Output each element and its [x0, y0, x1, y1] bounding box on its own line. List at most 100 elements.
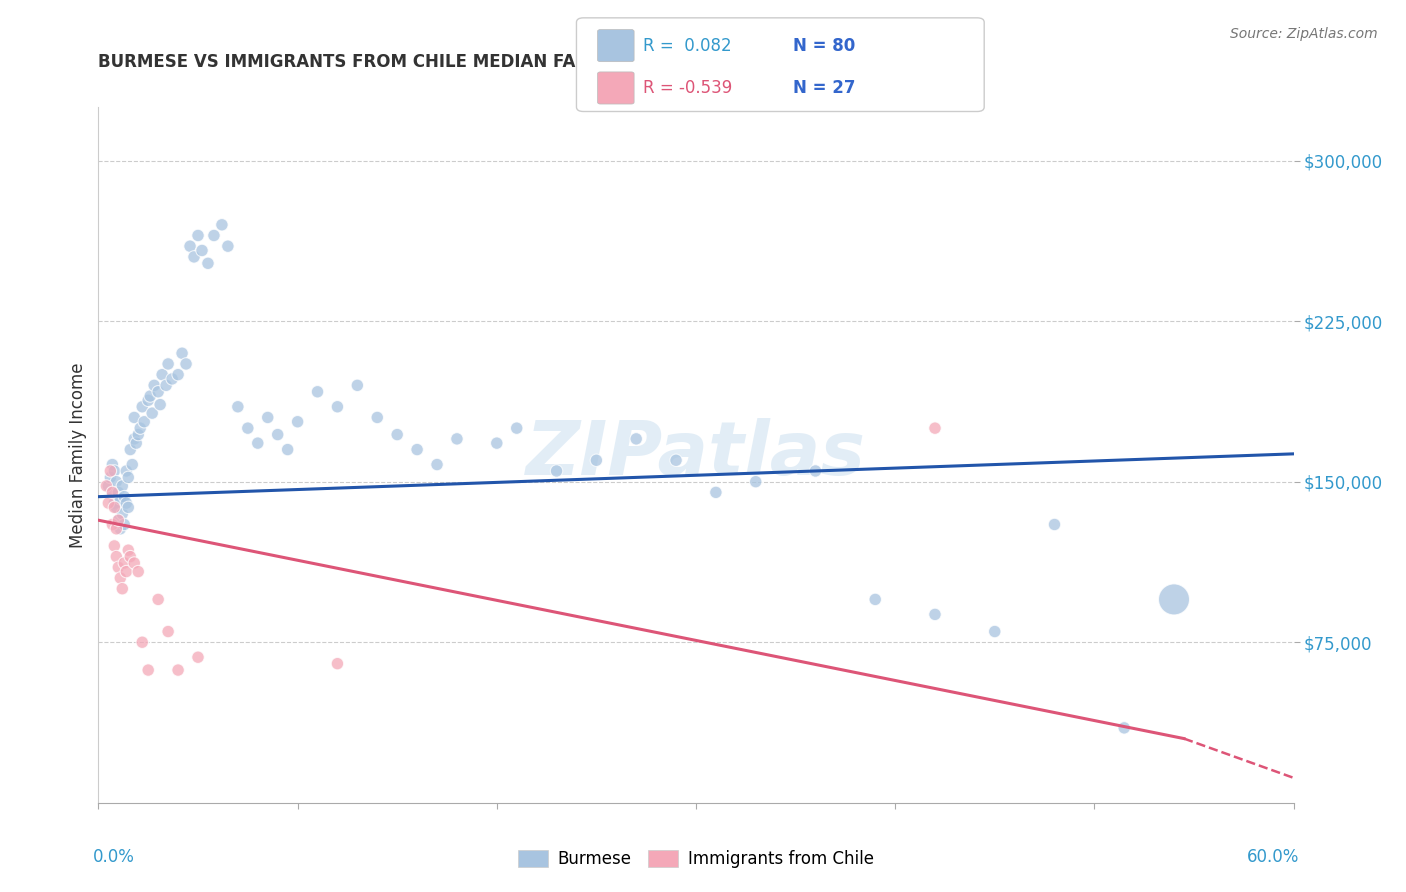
Point [101, 485, 124, 500]
Text: 60.0%: 60.0% [1247, 848, 1299, 866]
Point [1043, 517, 1066, 532]
Point [211, 218, 233, 232]
Point [406, 442, 429, 457]
Point [326, 657, 349, 671]
Point [120, 549, 142, 564]
Point [141, 406, 163, 420]
Point [346, 378, 368, 392]
Point [107, 560, 129, 574]
Point [117, 470, 139, 484]
Point [143, 378, 166, 392]
Point [101, 458, 124, 472]
Point [101, 517, 124, 532]
Point [924, 421, 946, 435]
Point [217, 239, 239, 253]
Y-axis label: Median Family Income: Median Family Income [69, 362, 87, 548]
Point [103, 496, 125, 510]
Point [98, 470, 122, 484]
Point [745, 475, 768, 489]
Point [226, 400, 249, 414]
Point [624, 432, 647, 446]
Point [172, 346, 194, 360]
Point [136, 663, 159, 677]
Point [120, 442, 142, 457]
Point [256, 410, 278, 425]
Point [115, 464, 138, 478]
Point [103, 539, 125, 553]
Point [103, 500, 125, 515]
Point [167, 368, 190, 382]
Point [127, 427, 149, 442]
Point [101, 485, 124, 500]
Point [117, 500, 139, 515]
Text: R =  0.082: R = 0.082 [643, 37, 731, 54]
Point [187, 650, 209, 665]
Point [157, 624, 180, 639]
Point [139, 389, 162, 403]
Point [127, 565, 149, 579]
Text: N = 27: N = 27 [793, 79, 855, 97]
Point [129, 421, 152, 435]
Point [124, 410, 146, 425]
Point [155, 378, 177, 392]
Point [131, 400, 153, 414]
Point [267, 427, 290, 442]
Point [704, 485, 727, 500]
Point [149, 398, 172, 412]
Point [585, 453, 607, 467]
Point [131, 635, 153, 649]
Point [385, 427, 409, 442]
Point [112, 517, 135, 532]
Point [983, 624, 1005, 639]
Point [197, 256, 219, 270]
Point [277, 442, 299, 457]
Point [97, 479, 120, 493]
Point [804, 464, 827, 478]
Point [1114, 721, 1136, 735]
Point [111, 507, 134, 521]
Point [366, 410, 388, 425]
Point [506, 421, 529, 435]
Point [134, 415, 156, 429]
Point [105, 522, 128, 536]
Point [183, 250, 205, 264]
Point [167, 663, 190, 677]
Point [202, 228, 225, 243]
Point [112, 490, 135, 504]
Point [326, 400, 349, 414]
Point [1163, 592, 1185, 607]
Point [287, 415, 309, 429]
Point [111, 479, 134, 493]
Point [148, 592, 170, 607]
Point [150, 368, 173, 382]
Point [110, 571, 132, 585]
Point [485, 436, 508, 450]
Text: 0.0%: 0.0% [93, 848, 135, 866]
Text: BURMESE VS IMMIGRANTS FROM CHILE MEDIAN FAMILY INCOME CORRELATION CHART: BURMESE VS IMMIGRANTS FROM CHILE MEDIAN … [98, 54, 904, 71]
Point [105, 500, 128, 515]
Point [179, 239, 201, 253]
Point [148, 384, 170, 399]
Text: R = -0.539: R = -0.539 [643, 79, 731, 97]
Point [115, 496, 138, 510]
Point [665, 453, 688, 467]
Point [107, 513, 129, 527]
Text: ZIPatlas: ZIPatlas [526, 418, 866, 491]
Point [174, 357, 197, 371]
Point [125, 436, 148, 450]
Point [105, 549, 128, 564]
Point [121, 458, 143, 472]
Point [107, 485, 129, 500]
Point [107, 513, 129, 527]
Point [98, 464, 122, 478]
Point [124, 556, 146, 570]
Point [97, 496, 120, 510]
Point [136, 393, 159, 408]
Point [924, 607, 946, 622]
Point [160, 372, 183, 386]
Point [103, 464, 125, 478]
Point [863, 592, 886, 607]
Point [236, 421, 259, 435]
Point [124, 432, 146, 446]
Point [191, 244, 214, 258]
